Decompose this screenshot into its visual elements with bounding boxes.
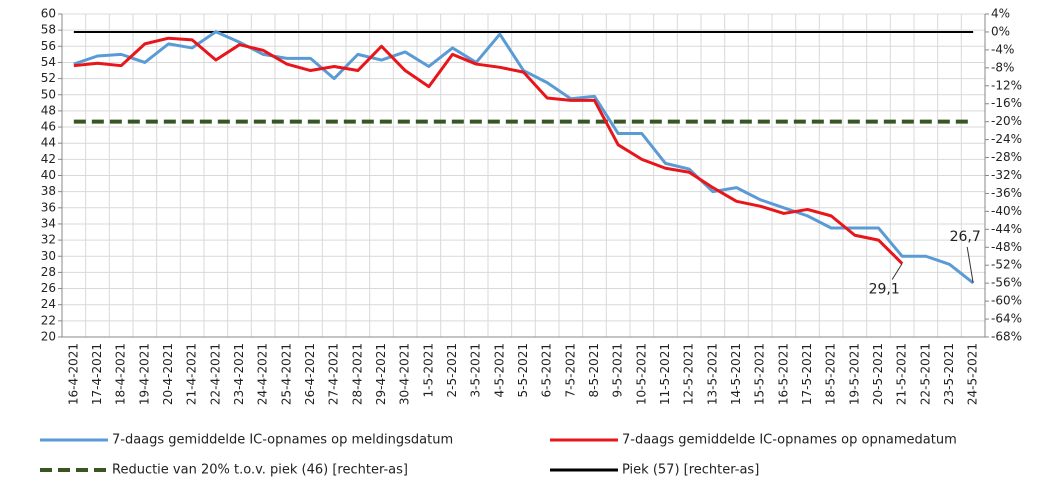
y2-tick-label: -8%	[991, 60, 1014, 74]
y2-tick-label: -12%	[991, 78, 1022, 92]
y-tick-label: 58	[41, 23, 56, 37]
series-line	[73, 36, 904, 265]
value-label: 26,7	[950, 229, 981, 245]
value-label: 29,1	[869, 282, 900, 298]
y2-tick-label: -4%	[991, 42, 1014, 56]
label-leader	[966, 246, 974, 283]
y-tick-label: 20	[41, 330, 56, 344]
x-tick-label: 12-5-2021	[682, 343, 696, 405]
y2-tick-label: -28%	[991, 150, 1022, 164]
x-tick-label: 19-4-2021	[137, 343, 151, 405]
y-tick-label: 38	[41, 184, 56, 198]
label-leader	[891, 263, 903, 280]
legend-label: 7-daags gemiddelde IC-opnames op melding…	[112, 433, 453, 448]
x-tick-label: 14-5-2021	[729, 343, 743, 405]
x-tick-label: 17-4-2021	[90, 343, 104, 405]
y2-tick-label: -20%	[991, 114, 1022, 128]
x-tick-label: 9-5-2021	[611, 343, 625, 397]
x-tick-label: 8-5-2021	[587, 343, 601, 397]
y2-tick-label: -36%	[991, 186, 1022, 200]
x-tick-label: 18-4-2021	[114, 343, 128, 405]
x-tick-label: 20-5-2021	[871, 343, 885, 405]
x-tick-label: 25-4-2021	[279, 343, 293, 405]
y-tick-label: 24	[41, 297, 56, 311]
x-tick-label: 24-5-2021	[966, 343, 980, 405]
x-tick-label: 27-4-2021	[327, 343, 341, 405]
y2-tick-label: -44%	[991, 222, 1022, 236]
x-tick-label: 23-5-2021	[942, 343, 956, 405]
x-tick-label: 13-5-2021	[705, 343, 719, 405]
y2-tick-label: -52%	[991, 258, 1022, 272]
y2-tick-label: -60%	[991, 294, 1022, 308]
y-tick-label: 56	[41, 39, 56, 53]
x-tick-label: 11-5-2021	[658, 343, 672, 405]
x-tick-label: 10-5-2021	[634, 343, 648, 405]
x-tick-label: 21-5-2021	[895, 343, 909, 405]
y2-tick-label: -56%	[991, 276, 1022, 290]
y2-tick-label: 0%	[991, 24, 1010, 38]
x-tick-label: 4-5-2021	[492, 343, 506, 397]
y-tick-label: 52	[41, 71, 56, 85]
y-tick-label: 40	[41, 168, 56, 182]
y-tick-label: 36	[41, 200, 56, 214]
x-tick-label: 7-5-2021	[563, 343, 577, 397]
x-tick-label: 20-4-2021	[161, 343, 175, 405]
x-tick-label: 22-5-2021	[918, 343, 932, 405]
y2-tick-label: -48%	[991, 240, 1022, 254]
x-tick-label: 29-4-2021	[374, 343, 388, 405]
legend-label: 7-daags gemiddelde IC-opnames op opnamed…	[622, 433, 957, 448]
y-tick-label: 42	[41, 152, 56, 166]
y2-tick-label: -16%	[991, 96, 1022, 110]
y2-tick-label: -32%	[991, 168, 1022, 182]
y-tick-label: 32	[41, 233, 56, 247]
y2-tick-label: -64%	[991, 312, 1022, 326]
y-tick-label: 54	[41, 55, 56, 69]
x-tick-label: 2-5-2021	[445, 343, 459, 397]
y-tick-label: 34	[41, 216, 56, 230]
x-tick-label: 30-4-2021	[398, 343, 412, 405]
y2-tick-label: -40%	[991, 204, 1022, 218]
legend-label: Reductie van 20% t.o.v. piek (46) [recht…	[112, 463, 408, 478]
y-tick-label: 44	[41, 136, 56, 150]
x-tick-label: 15-5-2021	[753, 343, 767, 405]
y2-tick-label: -24%	[991, 132, 1022, 146]
legend-label: Piek (57) [rechter-as]	[622, 463, 759, 478]
x-tick-label: 28-4-2021	[350, 343, 364, 405]
x-tick-label: 23-4-2021	[232, 343, 246, 405]
x-tick-label: 21-4-2021	[185, 343, 199, 405]
y2-tick-label: 4%	[991, 7, 1010, 21]
x-tick-label: 16-4-2021	[66, 343, 80, 405]
x-tick-label: 17-5-2021	[800, 343, 814, 405]
y-tick-label: 50	[41, 87, 56, 101]
x-tick-label: 22-4-2021	[208, 343, 222, 405]
y-tick-label: 48	[41, 103, 56, 117]
y-tick-label: 60	[41, 7, 56, 21]
x-tick-label: 19-5-2021	[847, 343, 861, 405]
y-tick-label: 26	[41, 281, 56, 295]
x-tick-label: 5-5-2021	[516, 343, 530, 397]
x-tick-label: 3-5-2021	[469, 343, 483, 397]
x-tick-label: 16-5-2021	[776, 343, 790, 405]
x-tick-label: 26-4-2021	[303, 343, 317, 405]
y-tick-label: 28	[41, 265, 56, 279]
x-tick-label: 1-5-2021	[421, 343, 435, 397]
y-tick-label: 22	[41, 313, 56, 327]
y-tick-label: 46	[41, 120, 56, 134]
x-tick-label: 18-5-2021	[824, 343, 838, 405]
y-tick-label: 30	[41, 249, 56, 263]
x-tick-label: 24-4-2021	[256, 343, 270, 405]
x-tick-label: 6-5-2021	[540, 343, 554, 397]
y2-tick-label: -68%	[991, 330, 1022, 344]
series-line	[73, 30, 975, 285]
